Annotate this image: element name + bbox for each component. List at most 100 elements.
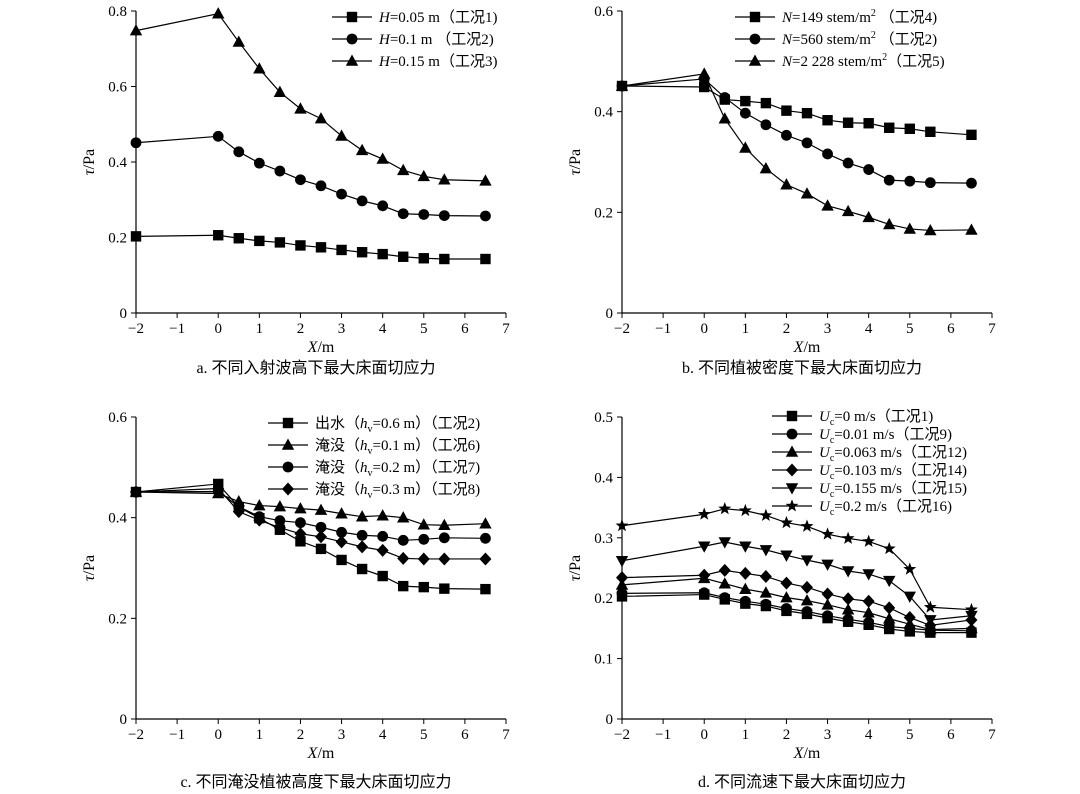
data-point	[883, 601, 896, 615]
data-point	[233, 146, 245, 158]
data-point	[779, 515, 793, 529]
legend-marker	[785, 445, 799, 457]
data-point	[801, 606, 813, 617]
data-point	[925, 126, 936, 137]
series-1	[130, 230, 491, 265]
series-5	[615, 537, 978, 627]
x-tick-label: 4	[865, 727, 873, 743]
data-point	[314, 503, 328, 515]
legend: Uc=0 m/s（工况1)Uc=0.01 m/s（工况9)Uc=0.063 m/…	[772, 408, 967, 518]
data-point	[129, 24, 143, 36]
data-point	[356, 563, 368, 575]
data-point	[842, 117, 854, 128]
x-tick-label: 6	[461, 321, 469, 337]
y-tick-label: 0.5	[594, 410, 613, 426]
y-tick-label: 0.1	[594, 652, 613, 668]
legend-entry: Uc=0.155 m/s（工况15)	[772, 480, 967, 500]
data-point	[212, 481, 225, 495]
x-tick-label: 0	[214, 727, 222, 743]
x-tick-label: −2	[128, 727, 144, 743]
data-point	[233, 233, 244, 244]
data-point	[335, 535, 348, 549]
data-point	[438, 210, 450, 222]
data-point	[212, 7, 225, 19]
data-point	[801, 580, 813, 594]
data-point	[781, 129, 792, 141]
data-point	[841, 531, 855, 544]
x-tick-label: 0	[700, 727, 708, 743]
data-point	[759, 508, 773, 521]
data-point	[739, 582, 752, 594]
series-3	[129, 7, 492, 186]
legend-label: 淹没（hv=0.2 m）（工况7)	[315, 459, 480, 479]
data-point	[718, 563, 731, 577]
x-tick-label: 3	[824, 321, 832, 337]
data-point	[417, 552, 430, 566]
data-point	[439, 583, 450, 594]
data-point	[739, 541, 752, 553]
data-point	[253, 157, 265, 169]
series-3	[615, 571, 978, 635]
chart-caption: b. 不同植被密度下最大床面切应力	[682, 358, 922, 377]
data-point	[966, 177, 977, 189]
y-tick-label: 0	[120, 306, 128, 322]
data-point	[315, 180, 327, 192]
data-point	[719, 592, 731, 603]
data-point	[397, 511, 410, 523]
data-point	[273, 521, 286, 535]
data-point	[882, 541, 896, 555]
data-point	[615, 555, 629, 568]
legend-entry: 淹没（hv=0.2 m）（工况7)	[268, 459, 480, 479]
legend-entry: 出水（hv=0.6 m）（工况2)	[268, 415, 480, 435]
legend-marker	[281, 438, 295, 450]
data-point	[904, 175, 916, 187]
data-point	[903, 562, 917, 575]
x-tick-label: 1	[256, 321, 264, 337]
data-point	[863, 616, 875, 628]
series-6	[615, 502, 978, 616]
series-line	[135, 135, 486, 217]
data-point	[800, 519, 814, 532]
x-tick-label: 3	[824, 727, 832, 743]
data-point	[417, 169, 430, 182]
data-point	[822, 148, 833, 160]
data-point	[398, 251, 409, 262]
data-point	[335, 507, 348, 519]
data-point	[254, 235, 265, 247]
data-point	[438, 518, 451, 531]
y-tick-label: 0.2	[594, 591, 613, 607]
data-point	[398, 580, 409, 592]
data-point	[356, 195, 368, 207]
legend-label: N=2 228 stem/m2（工况5)	[781, 52, 945, 70]
data-point	[862, 534, 876, 547]
x-tick-label: 1	[742, 727, 750, 743]
data-point	[376, 543, 389, 557]
series-line	[621, 78, 972, 184]
legend-marker	[749, 11, 761, 23]
legend-label: Uc=0.103 m/s（工况14)	[819, 462, 967, 482]
y-tick-label: 0	[606, 306, 614, 322]
data-point	[480, 532, 491, 544]
x-axis-label: X/m	[307, 745, 335, 762]
data-point	[480, 253, 491, 265]
data-point	[418, 253, 429, 264]
y-tick-label: 0.3	[594, 531, 613, 547]
legend-marker	[346, 33, 358, 45]
data-point	[863, 118, 874, 129]
data-point	[698, 568, 711, 582]
legend-label: H=0.15 m（工况3)	[378, 53, 497, 70]
data-point	[923, 600, 937, 613]
data-point	[315, 521, 327, 533]
data-point	[862, 606, 875, 618]
data-point	[417, 518, 430, 530]
y-axis-label: τ/Pa	[567, 555, 584, 581]
y-tick-label: 0.4	[594, 470, 613, 486]
data-point	[273, 500, 287, 512]
legend-label: N=560 stem/m2 （工况2)	[781, 30, 937, 48]
data-point	[842, 157, 854, 169]
legend-label: Uc=0 m/s（工况1)	[819, 408, 933, 428]
legend-entry: N=560 stem/m2 （工况2)	[735, 30, 937, 48]
data-point	[924, 615, 937, 627]
data-point	[699, 81, 710, 93]
data-point	[760, 97, 772, 109]
